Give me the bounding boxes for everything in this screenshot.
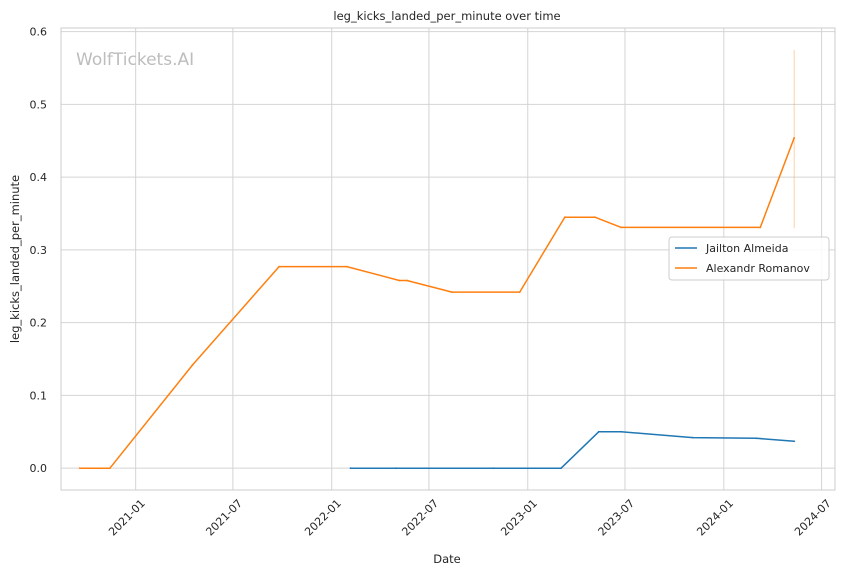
series-lines xyxy=(78,49,796,470)
data-point-alexandr-romanov-5 xyxy=(398,279,401,282)
y-tick-label: 0.2 xyxy=(30,317,48,330)
x-tick-label: 2022-07 xyxy=(399,497,441,539)
data-point-alexandr-romanov-10 xyxy=(594,216,596,219)
data-point-jailton-almeida-5 xyxy=(620,430,623,433)
data-point-jailton-almeida-8 xyxy=(793,440,796,443)
y-axis-ticks: 0.0 0.1 0.2 0.3 0.4 0.5 0.6 xyxy=(30,26,48,476)
x-tick-label: 2023-07 xyxy=(596,497,638,539)
series-line-alexandr-romanov xyxy=(79,137,795,469)
x-tick-label: 2024-07 xyxy=(792,497,834,539)
data-point-alexandr-romanov-6 xyxy=(406,279,408,282)
y-tick-label: 0.3 xyxy=(30,244,48,257)
watermark-text: WolfTickets.AI xyxy=(76,50,194,70)
y-tick-label: 0.0 xyxy=(30,462,48,475)
y-tick-label: 0.5 xyxy=(30,98,48,111)
data-point-alexandr-romanov-9 xyxy=(563,216,566,219)
x-tick-label: 2021-01 xyxy=(106,497,148,539)
data-point-jailton-almeida-0 xyxy=(349,467,352,470)
x-tick-label: 2022-01 xyxy=(302,497,344,539)
data-point-alexandr-romanov-7 xyxy=(451,291,453,294)
data-point-jailton-almeida-1 xyxy=(395,467,398,470)
x-tick-label: 2021-07 xyxy=(203,497,245,539)
legend-label-alexandr-romanov: Alexandr Romanov xyxy=(706,262,810,275)
series-line-jailton-almeida xyxy=(350,431,795,469)
x-axis-label: Date xyxy=(433,552,461,566)
chart-title: leg_kicks_landed_per_minute over time xyxy=(333,9,560,23)
data-point-alexandr-romanov-13 xyxy=(793,136,796,139)
data-point-alexandr-romanov-4 xyxy=(345,265,348,268)
gridlines xyxy=(61,28,835,490)
plot-area-frame xyxy=(60,27,836,491)
data-point-alexandr-romanov-3 xyxy=(278,265,280,268)
legend-box xyxy=(668,236,830,281)
data-point-jailton-almeida-6 xyxy=(691,436,694,439)
y-axis-label: leg_kicks_landed_per_minute xyxy=(8,175,22,343)
data-point-alexandr-romanov-0 xyxy=(78,467,81,470)
x-tick-label: 2024-01 xyxy=(694,497,736,539)
data-point-jailton-almeida-7 xyxy=(755,437,758,440)
legend: Jailton Almeida Alexandr Romanov xyxy=(668,236,830,281)
y-tick-label: 0.1 xyxy=(30,389,48,402)
data-point-alexandr-romanov-1 xyxy=(108,467,111,470)
y-tick-label: 0.4 xyxy=(30,171,48,184)
data-point-jailton-almeida-2 xyxy=(492,467,495,470)
data-point-jailton-almeida-4 xyxy=(597,430,600,433)
data-point-jailton-almeida-3 xyxy=(560,467,562,470)
data-point-alexandr-romanov-12 xyxy=(759,226,762,229)
legend-label-jailton-almeida: Jailton Almeida xyxy=(705,242,788,255)
x-tick-label: 2023-01 xyxy=(498,497,540,539)
x-axis-ticks: 2021-01 2021-07 2022-01 2022-07 2023-01 2023-… xyxy=(106,497,834,539)
data-point-alexandr-romanov-8 xyxy=(518,291,521,294)
data-point-alexandr-romanov-2 xyxy=(191,363,194,366)
data-point-alexandr-romanov-11 xyxy=(620,226,623,229)
y-tick-label: 0.6 xyxy=(30,26,48,39)
